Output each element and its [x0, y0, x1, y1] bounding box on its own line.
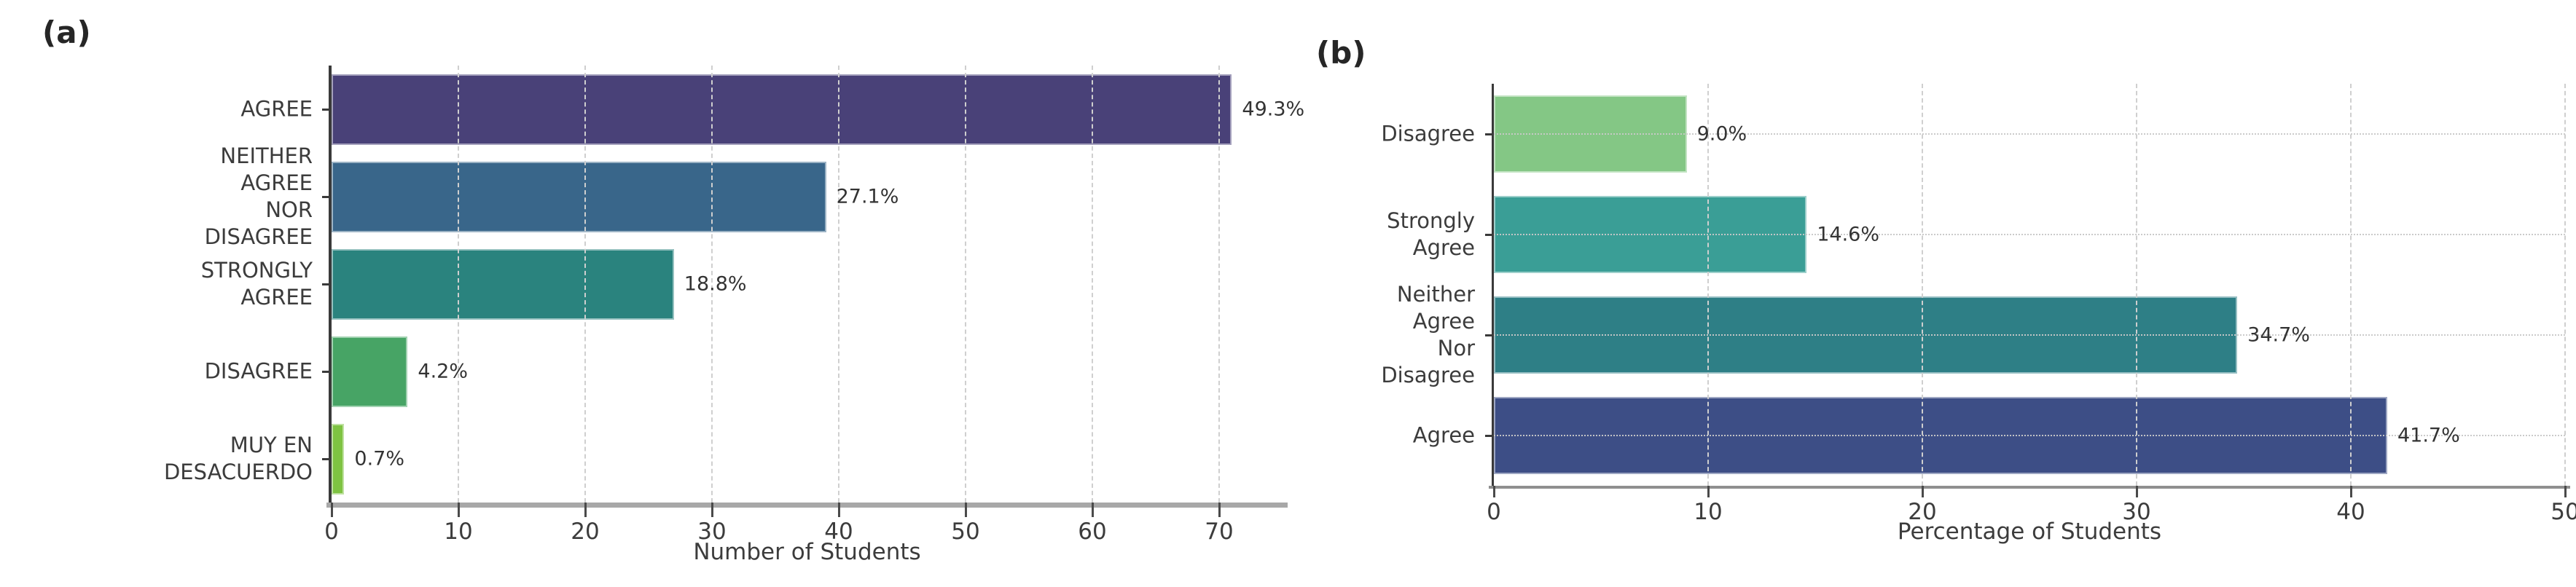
category-tick-neither-agree-nor-disagree [1485, 334, 1492, 336]
gridline-x-50 [2564, 84, 2566, 486]
value-label-agree: 41.7% [2397, 424, 2460, 447]
tick-x-10 [1707, 486, 1710, 497]
tick-x-30 [710, 503, 713, 517]
tick-label-x-30: 30 [2122, 499, 2151, 525]
gridline-y-disagree [1494, 133, 2565, 135]
tick-label-x-10: 10 [444, 519, 473, 545]
tick-label-x-40: 40 [2336, 499, 2365, 525]
y-axis-spine [329, 66, 332, 503]
tick-x-50 [2564, 486, 2567, 497]
category-tick-agree [322, 108, 329, 111]
category-tick-agree [1485, 434, 1492, 437]
tick-label-x-0: 0 [324, 519, 339, 545]
tick-label-x-0: 0 [1487, 499, 1501, 525]
category-label-strongly-agree: STRONGLY AGREE [200, 257, 313, 310]
gridline-x-40 [2350, 84, 2352, 486]
category-label-neither-agree-nor-disagree: Neither Agree Nor Disagree [1381, 281, 1475, 388]
tick-label-x-60: 60 [1078, 519, 1107, 545]
gridline-y-neither-agree-nor-disagree [1494, 334, 2565, 336]
category-label-disagree: DISAGREE [204, 358, 313, 384]
gridline-x-10 [458, 66, 459, 503]
category-label-agree: AGREE [240, 96, 313, 122]
category-label-neither-agree-nor-disagree: NEITHER AGREE NOR DISAGREE [204, 143, 313, 250]
tick-label-x-50: 50 [2550, 499, 2576, 525]
tick-x-30 [2135, 486, 2138, 497]
value-label-neither-agree-nor-disagree: 34.7% [2247, 323, 2310, 347]
gridline-x-70 [1218, 66, 1220, 503]
tick-x-50 [964, 503, 967, 517]
bar-muy-en-desacuerdo [332, 423, 345, 495]
value-label-agree: 49.3% [1242, 98, 1305, 121]
category-tick-disagree [322, 370, 329, 373]
gridline-y-agree [1494, 435, 2565, 436]
gridline-x-40 [838, 66, 839, 503]
value-label-disagree: 9.0% [1696, 122, 1747, 146]
panel-b-plot-area: 9.0% Disagree 14.6% Strongly Agree 34.7% Neit… [1381, 84, 2576, 525]
gridline-x-20 [584, 66, 586, 503]
tick-x-20 [584, 503, 587, 517]
tick-x-0 [1492, 486, 1495, 497]
tick-label-x-70: 70 [1205, 519, 1234, 545]
gridline-x-50 [965, 66, 966, 503]
gridline-x-30 [711, 66, 713, 503]
bar-neither-agree-nor-disagree [332, 161, 826, 232]
panel-b-label: (b) [1316, 35, 1366, 71]
tick-x-40 [2349, 486, 2352, 497]
tick-label-x-20: 20 [1908, 499, 1937, 525]
tick-label-x-40: 40 [824, 519, 853, 545]
x-axis-line [326, 503, 1288, 508]
tick-label-x-20: 20 [571, 519, 600, 545]
gridline-x-30 [2136, 84, 2137, 486]
category-tick-strongly-agree [1485, 233, 1492, 236]
panel-b-xaxis-title: Percentage of Students [1897, 519, 2162, 545]
value-label-muy-en-desacuerdo: 0.7% [354, 447, 404, 470]
panel-a-label: (a) [42, 15, 91, 50]
panel-a-xaxis-title: Number of Students [693, 539, 921, 565]
tick-x-70 [1218, 503, 1221, 517]
y-axis-spine [1492, 84, 1494, 486]
tick-label-x-30: 30 [697, 519, 727, 545]
category-label-strongly-agree: Strongly Agree [1387, 208, 1475, 260]
value-label-disagree: 4.2% [418, 360, 468, 383]
bar-agree [332, 74, 1232, 145]
tick-x-20 [1921, 486, 1924, 497]
gridline-x-10 [1707, 84, 1709, 486]
gridline-x-20 [1922, 84, 1923, 486]
tick-x-0 [330, 503, 333, 517]
gridline-x-60 [1092, 66, 1093, 503]
panel-a-plot-area: 49.3% AGREE 27.1% NEITHER AGREE NOR DISAGRE… [164, 66, 1304, 545]
tick-label-x-50: 50 [951, 519, 980, 545]
x-axis-line [1489, 486, 2570, 489]
gridline-y-strongly-agree [1494, 234, 2565, 235]
category-label-agree: Agree [1412, 422, 1475, 448]
category-label-muy-en-desacuerdo: MUY EN DESACUERDO [163, 432, 313, 484]
value-label-strongly-agree: 18.8% [684, 272, 747, 296]
tick-label-x-10: 10 [1694, 499, 1723, 525]
category-label-disagree: Disagree [1381, 121, 1475, 146]
category-tick-neither-agree-nor-disagree [322, 195, 329, 198]
tick-x-40 [837, 503, 840, 517]
category-tick-disagree [1485, 133, 1492, 135]
category-tick-strongly-agree [322, 283, 329, 285]
tick-x-10 [457, 503, 460, 517]
value-label-neither-agree-nor-disagree: 27.1% [836, 185, 899, 208]
value-label-strongly-agree: 14.6% [1817, 223, 1880, 246]
bar-strongly-agree [332, 248, 674, 320]
bar-disagree [332, 336, 408, 407]
category-tick-muy-en-desacuerdo [322, 457, 329, 460]
tick-x-60 [1091, 503, 1094, 517]
